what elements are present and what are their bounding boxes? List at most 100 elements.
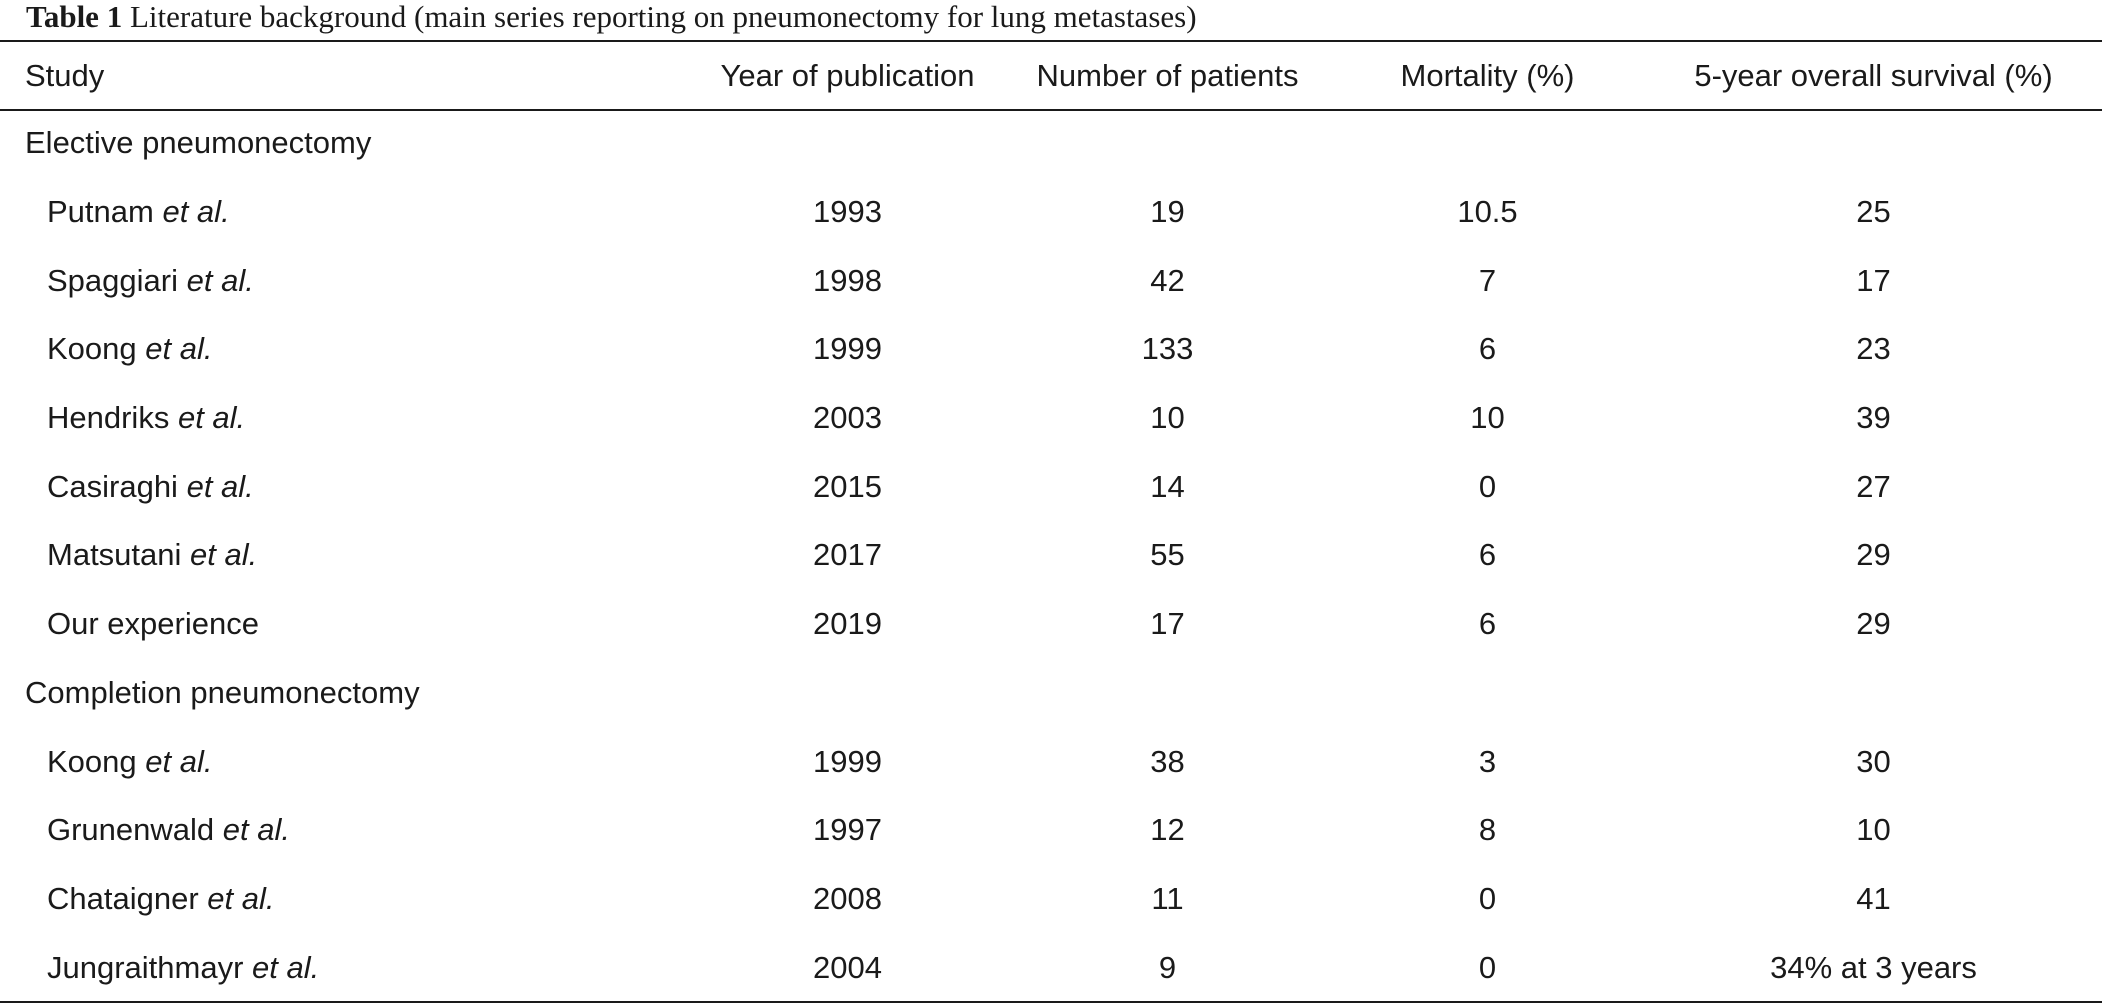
cell-mortality: 3 — [1478, 743, 1497, 779]
cell-survival: 41 — [1856, 880, 1891, 916]
cell-mortality: 7 — [1478, 262, 1497, 298]
table-row: Our experience 2019 17 6 29 — [0, 590, 2102, 659]
cell-study: Our experience — [0, 590, 690, 659]
cell-study: Koong et al. — [0, 727, 690, 796]
cell-study: Grunenwald et al. — [0, 796, 690, 865]
table-caption: Table 1 Literature background (main seri… — [26, 0, 1197, 38]
cell-study: Hendriks et al. — [0, 384, 690, 453]
cell-year: 2004 — [813, 949, 882, 985]
table-row: Spaggiari et al. 1998 42 7 17 — [0, 246, 2102, 315]
cell-year: 1993 — [813, 194, 882, 230]
table-row: Koong et al. 1999 38 3 30 — [0, 727, 2102, 796]
cell-study: Putnam et al. — [0, 178, 690, 247]
table-row: Grunenwald et al. 1997 12 8 10 — [0, 796, 2102, 865]
study-author: Putnam — [47, 194, 154, 230]
cell-survival: 23 — [1856, 331, 1891, 367]
study-et-al: et al. — [190, 537, 258, 573]
cell-patients: 19 — [1150, 194, 1185, 230]
cell-patients: 42 — [1150, 262, 1185, 298]
table-caption-text: Literature background (main series repor… — [129, 0, 1197, 34]
cell-patients: 14 — [1150, 468, 1185, 504]
study-author: Grunenwald — [47, 812, 215, 848]
cell-year: 2019 — [813, 606, 882, 642]
group-label: Completion pneumonectomy — [25, 674, 420, 710]
cell-patients: 133 — [1141, 331, 1194, 367]
cell-mortality: 8 — [1478, 812, 1497, 848]
study-author: Jungraithmayr — [47, 949, 244, 985]
table-body: Elective pneumonectomy Putnam et al. 1993 1… — [0, 109, 2102, 1002]
cell-study: Spaggiari et al. — [0, 246, 690, 315]
table-row: Koong et al. 1999 133 6 23 — [0, 315, 2102, 384]
table-header-rule — [0, 109, 2102, 111]
table-row: Jungraithmayr et al. 2004 9 0 34% at 3 years — [0, 933, 2102, 1002]
cell-mortality: 0 — [1478, 949, 1497, 985]
cell-survival: 27 — [1856, 468, 1891, 504]
cell-survival: 30 — [1856, 743, 1891, 779]
cell-patients: 11 — [1151, 880, 1184, 916]
header-year: Year of publication — [720, 57, 975, 93]
cell-survival: 29 — [1856, 537, 1891, 573]
cell-mortality: 10.5 — [1457, 194, 1518, 230]
cell-year: 2015 — [813, 468, 882, 504]
cell-survival: 10 — [1856, 812, 1891, 848]
header-mortality: Mortality (%) — [1400, 57, 1575, 93]
table-row: Chataigner et al. 2008 11 0 41 — [0, 865, 2102, 934]
cell-patients: 55 — [1150, 537, 1185, 573]
cell-survival: 17 — [1856, 262, 1891, 298]
study-author: Koong — [47, 331, 137, 367]
study-author: Casiraghi — [47, 468, 178, 504]
cell-year: 1999 — [813, 743, 882, 779]
header-row: Study Year of publication Number of pati… — [0, 42, 2102, 109]
cell-survival: 39 — [1856, 400, 1891, 436]
header-patients: Number of patients — [1036, 57, 1299, 93]
study-author: Koong — [47, 743, 137, 779]
cell-mortality: 6 — [1478, 537, 1497, 573]
table-row: Matsutani et al. 2017 55 6 29 — [0, 521, 2102, 590]
cell-study: Jungraithmayr et al. — [0, 933, 690, 1002]
cell-patients: 38 — [1150, 743, 1185, 779]
study-et-al: et al. — [186, 262, 254, 298]
cell-mortality: 0 — [1478, 880, 1497, 916]
cell-study: Chataigner et al. — [0, 865, 690, 934]
cell-mortality: 6 — [1478, 331, 1497, 367]
cell-patients: 9 — [1158, 949, 1177, 985]
table-row: Putnam et al. 1993 19 10.5 25 — [0, 178, 2102, 247]
study-et-al: et al. — [162, 194, 230, 230]
cell-survival: 25 — [1856, 194, 1891, 230]
table-row: Hendriks et al. 2003 10 10 39 — [0, 384, 2102, 453]
cell-patients: 10 — [1150, 400, 1185, 436]
cell-year: 1999 — [813, 331, 882, 367]
cell-study: Casiraghi et al. — [0, 452, 690, 521]
cell-year: 2017 — [813, 537, 882, 573]
group-row: Completion pneumonectomy — [0, 659, 2102, 728]
cell-patients: 17 — [1150, 606, 1185, 642]
study-author: Hendriks — [47, 400, 170, 436]
cell-mortality: 6 — [1478, 606, 1497, 642]
cell-year: 2008 — [813, 880, 882, 916]
study-et-al: et al. — [177, 400, 246, 436]
study-et-al: et al. — [145, 331, 213, 367]
cell-year: 1997 — [813, 812, 882, 848]
cell-patients: 12 — [1150, 812, 1185, 848]
header-survival: 5-year overall survival (%) — [1694, 57, 2053, 93]
study-author: Chataigner — [47, 880, 199, 916]
table-top-rule — [0, 40, 2102, 42]
cell-survival: 29 — [1856, 606, 1891, 642]
study-et-al: et al. — [145, 743, 213, 779]
cell-mortality: 0 — [1478, 468, 1497, 504]
study-et-al: et al. — [186, 468, 254, 504]
table-header: Study Year of publication Number of pati… — [0, 42, 2102, 109]
cell-year: 1998 — [813, 262, 882, 298]
cell-study: Matsutani et al. — [0, 521, 690, 590]
cell-study: Koong et al. — [0, 315, 690, 384]
table-row: Casiraghi et al. 2015 14 0 27 — [0, 452, 2102, 521]
literature-table: Study Year of publication Number of pati… — [0, 42, 2102, 1002]
study-author: Our experience — [47, 606, 259, 642]
cell-year: 2003 — [813, 400, 882, 436]
study-et-al: et al. — [207, 880, 275, 916]
header-study: Study — [25, 57, 105, 93]
cell-mortality: 10 — [1470, 400, 1505, 436]
table-bottom-rule — [0, 1001, 2102, 1003]
study-et-al: et al. — [222, 812, 290, 848]
study-author: Spaggiari — [47, 262, 178, 298]
